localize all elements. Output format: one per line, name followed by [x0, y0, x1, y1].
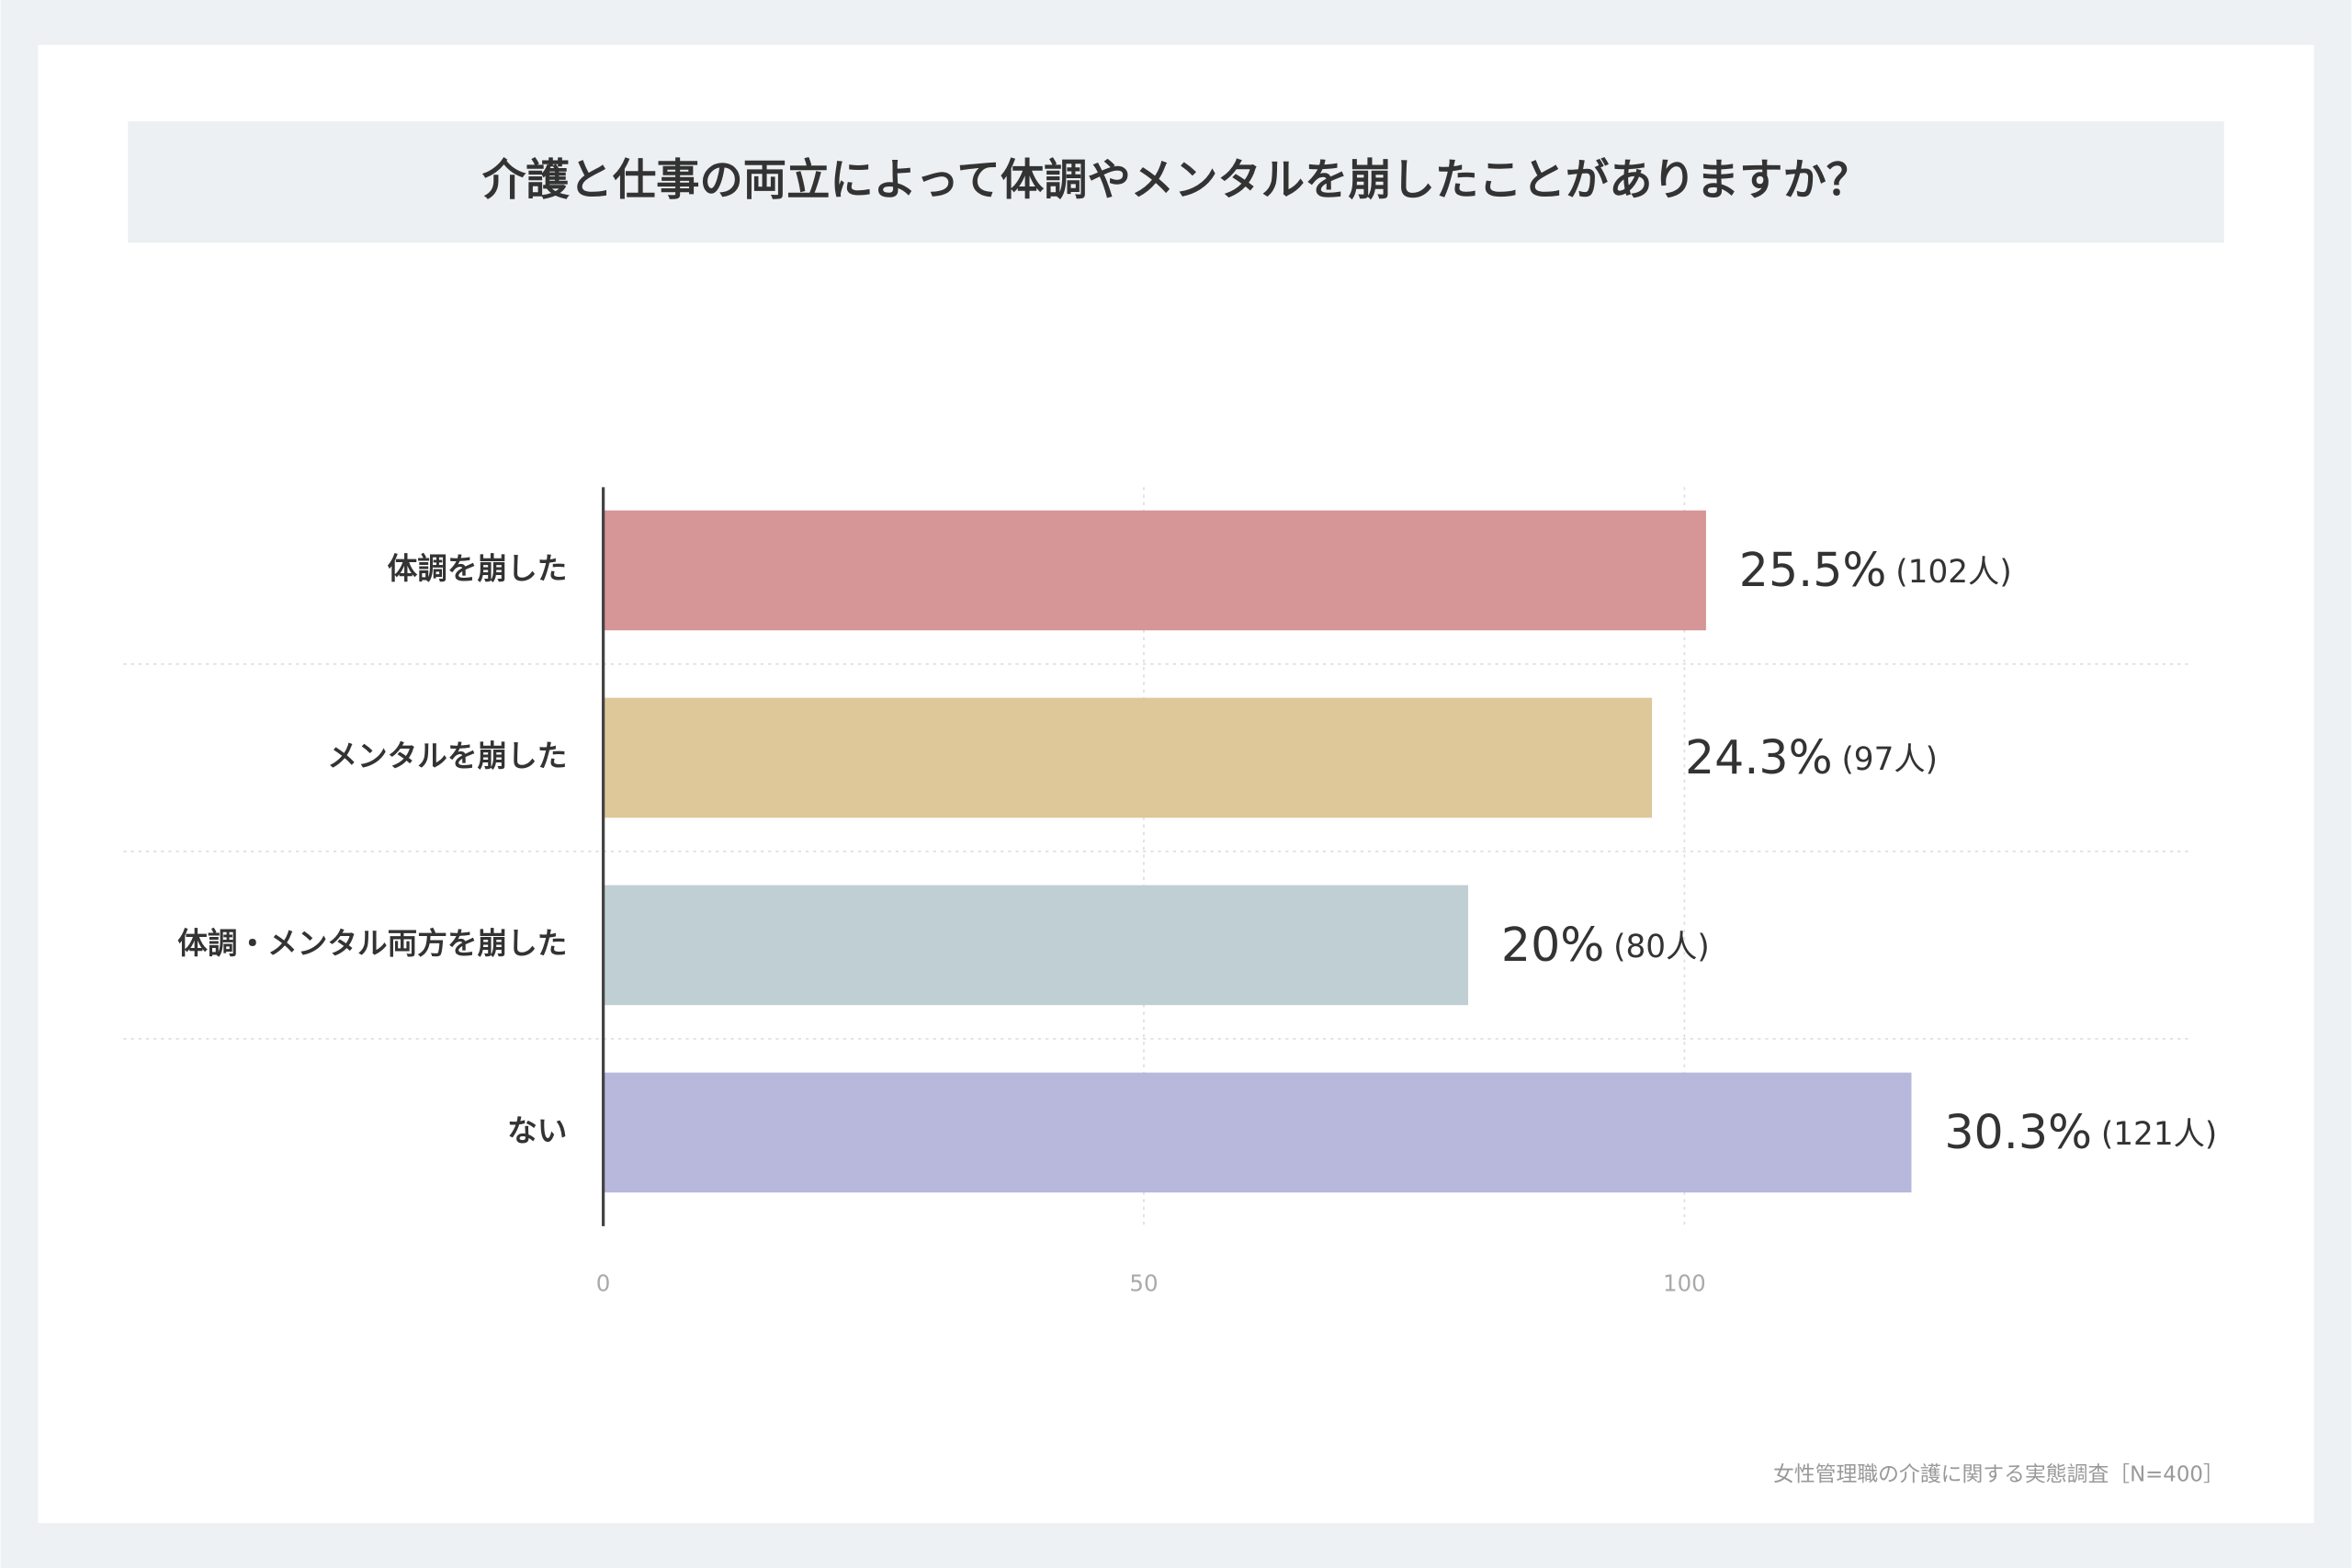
y-tick-label: 体調を崩した	[388, 551, 568, 586]
bar	[603, 1072, 1912, 1193]
bar	[603, 510, 1706, 631]
y-tick-label: メンタルを崩した	[327, 739, 567, 773]
chart-title: 介護と仕事の両立によって体調やメンタルを崩したことがありますか？	[482, 155, 1870, 206]
data-label: 20% (80人)	[1501, 918, 1710, 972]
data-label: 30.3% (121人)	[1944, 1105, 2217, 1159]
y-tick-label: 体調・メンタル両方を崩した	[177, 926, 567, 961]
x-tick-label: 0	[596, 1270, 611, 1297]
count-label: (97人)	[1841, 741, 1938, 778]
x-tick-label: 50	[1129, 1270, 1158, 1297]
data-label: 24.3% (97人)	[1685, 730, 1938, 784]
x-tick-label: 100	[1663, 1270, 1706, 1297]
count-label: (80人)	[1613, 929, 1710, 965]
data-label: 25.5% (102人)	[1739, 543, 2012, 597]
count-label: (102人)	[1895, 554, 2011, 591]
count-label: (121人)	[2101, 1116, 2217, 1153]
percentage-label: 25.5%	[1739, 543, 1887, 597]
source-note: 女性管理職の介護に関する実態調査［N=400］	[1773, 1462, 2224, 1486]
percentage-label: 24.3%	[1685, 730, 1833, 784]
bar	[603, 885, 1469, 1006]
percentage-label: 20%	[1501, 918, 1604, 972]
title-box	[128, 121, 2224, 243]
bar	[603, 697, 1653, 818]
percentage-label: 30.3%	[1944, 1105, 2092, 1159]
y-tick-label: ない	[507, 1113, 567, 1148]
